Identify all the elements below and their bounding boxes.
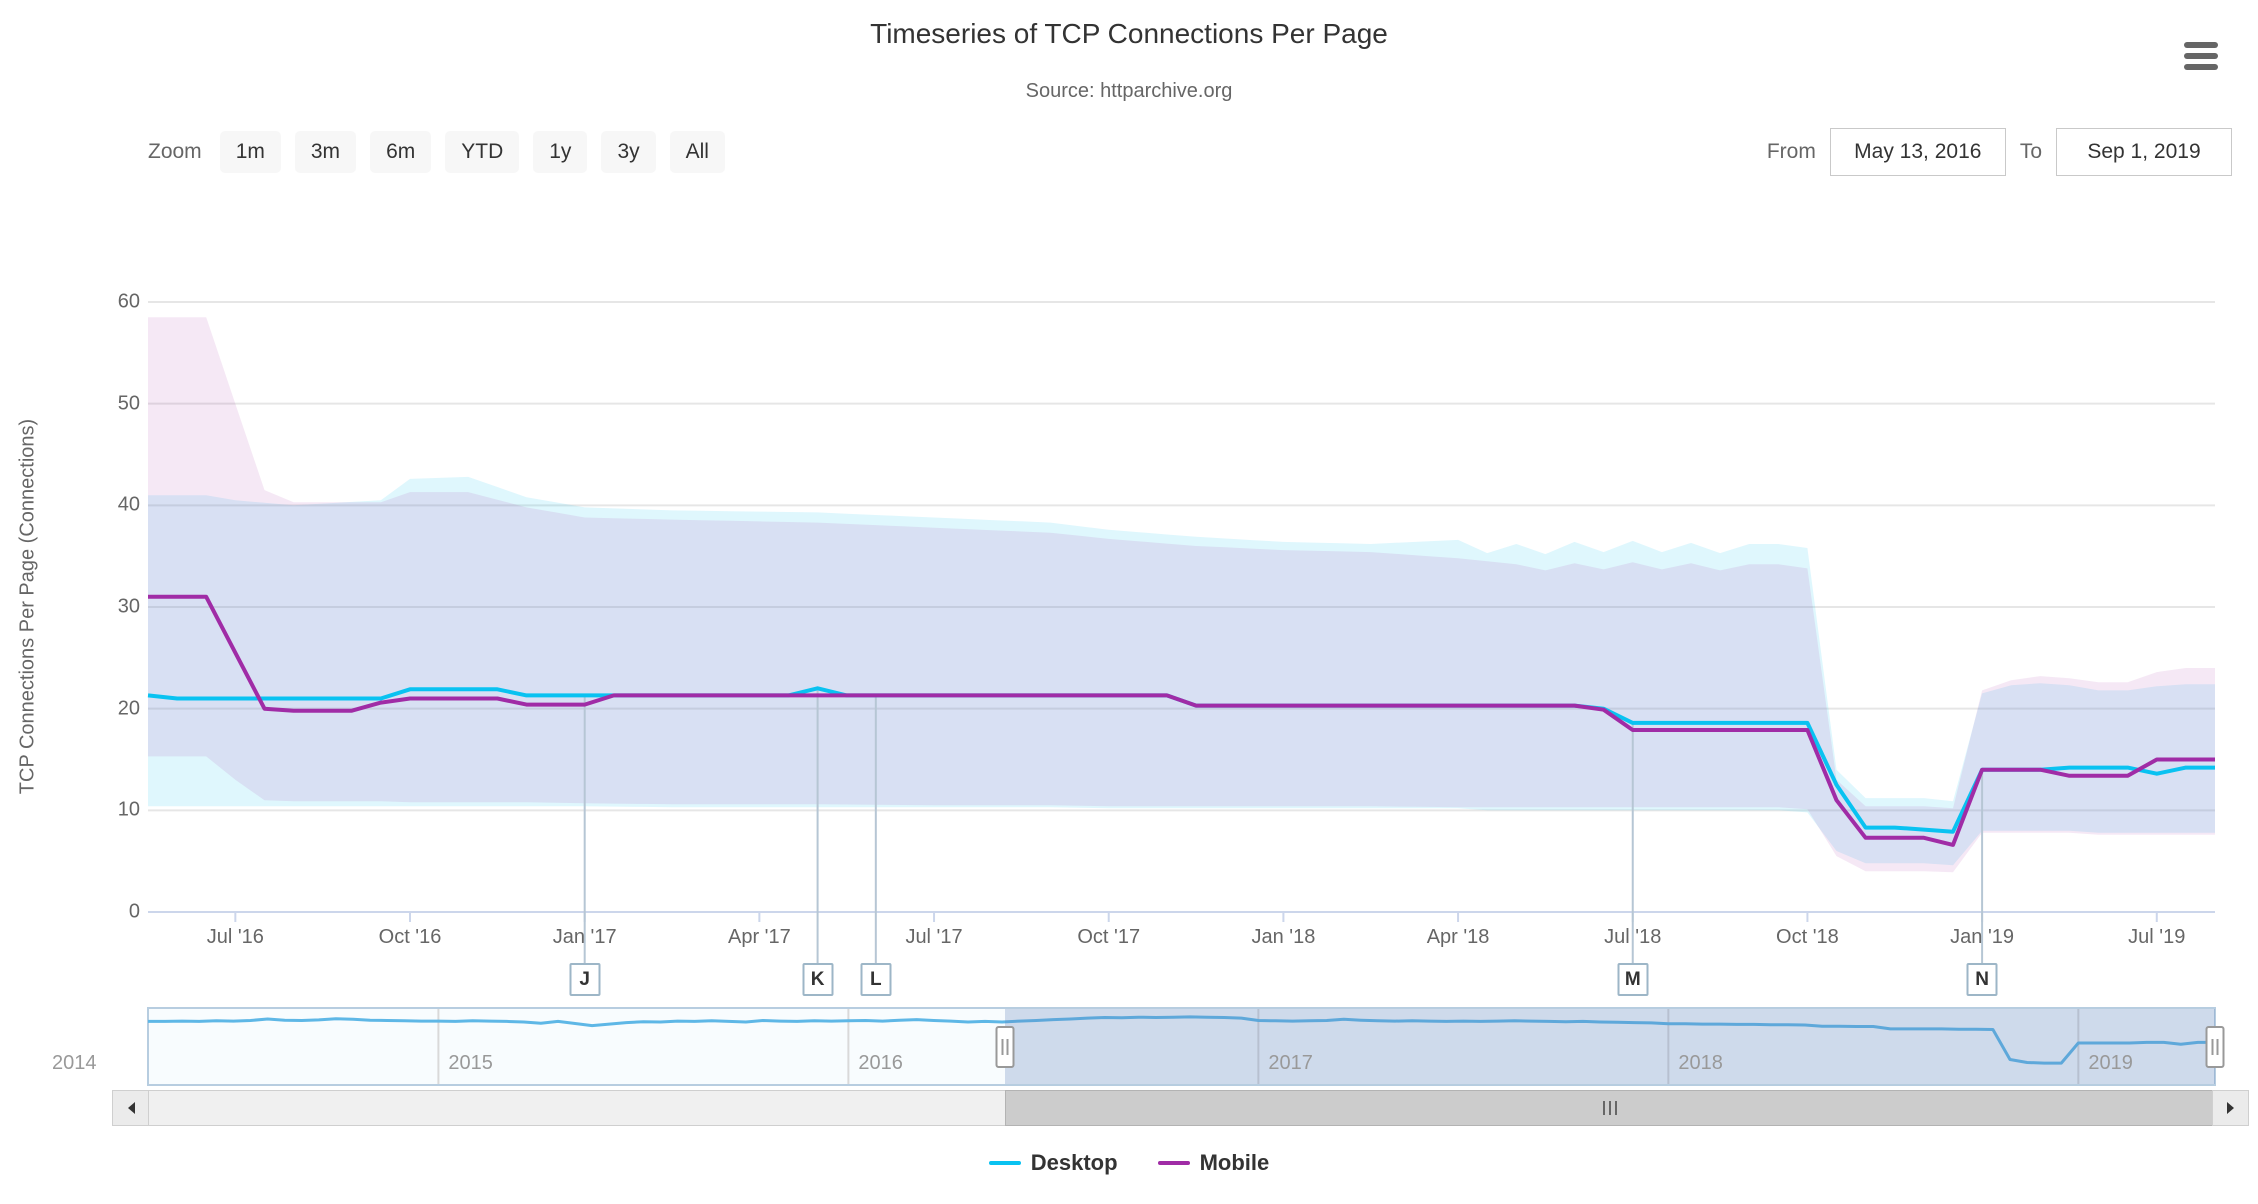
chart-legend: Desktop Mobile xyxy=(0,1150,2258,1176)
x-axis-tick-label: Oct '18 xyxy=(1776,926,1839,948)
date-range-toolbar: From To xyxy=(1767,128,2232,176)
legend-item-desktop[interactable]: Desktop xyxy=(988,1150,1118,1176)
x-axis-tick-label: Apr '17 xyxy=(727,926,791,948)
legend-item-mobile[interactable]: Mobile xyxy=(1157,1150,1270,1176)
y-axis-tick-label: 30 xyxy=(117,595,140,618)
navigator-year-label-2019: 2019 xyxy=(2088,1052,2133,1074)
x-axis-tick-label: Apr '18 xyxy=(1426,926,1490,948)
x-axis-tick-label: Jan '17 xyxy=(552,926,617,948)
zoom-button-1y[interactable]: 1y xyxy=(533,131,588,173)
scrollbar-thumb[interactable] xyxy=(1005,1090,2214,1126)
y-axis-tick-label: 60 xyxy=(117,290,140,313)
y-axis-tick-label: 10 xyxy=(117,798,140,821)
from-date-input[interactable] xyxy=(1829,128,2006,176)
zoom-button-1m[interactable]: 1m xyxy=(219,131,281,173)
from-label: From xyxy=(1766,140,1816,163)
right-arrow-icon xyxy=(2226,1102,2234,1114)
mobile-legend-swatch xyxy=(1157,1161,1190,1165)
desktop-range-band xyxy=(148,476,2215,866)
y-axis-title: TCP Connections Per Page (Connections) xyxy=(16,418,39,795)
y-axis-tick-label: 50 xyxy=(117,392,140,415)
x-axis-tick-label: Jul '19 xyxy=(2128,926,2186,948)
hamburger-bar xyxy=(2184,53,2218,59)
y-axis-tick-label: 20 xyxy=(117,697,140,720)
zoom-label: Zoom xyxy=(148,140,202,163)
zoom-button-3m[interactable]: 3m xyxy=(294,131,357,173)
desktop-legend-swatch xyxy=(988,1161,1021,1165)
y-axis-tick-label: 40 xyxy=(117,493,140,516)
legend-label: Desktop xyxy=(1030,1150,1118,1175)
x-axis-tick-label: Oct '16 xyxy=(378,926,442,948)
x-axis-tick-label: Oct '17 xyxy=(1077,926,1141,948)
x-axis-tick-label: Jul '16 xyxy=(206,926,264,948)
x-axis-tick-label: Jul '18 xyxy=(1604,926,1662,948)
zoom-button-ytd[interactable]: YTD xyxy=(445,131,520,173)
navigator-year-label-2018: 2018 xyxy=(1678,1052,1723,1074)
navigator-series-line xyxy=(148,1015,2215,1065)
scrollbar-left-arrow-button[interactable] xyxy=(112,1090,149,1126)
scrollbar-right-arrow-button[interactable] xyxy=(2212,1090,2249,1126)
mobile-series-line[interactable] xyxy=(148,594,2215,847)
navigator-year-label-2014: 2014 xyxy=(52,1052,97,1074)
zoom-toolbar: Zoom 1m 3m 6m YTD 1y 3y All xyxy=(148,128,725,176)
flag-marker-l[interactable]: L xyxy=(860,963,892,996)
to-date-input[interactable] xyxy=(2056,128,2232,176)
navigator-year-label-2015: 2015 xyxy=(448,1052,493,1074)
y-axis-tick-label: 0 xyxy=(128,900,140,923)
navigator-year-label-2016: 2016 xyxy=(858,1052,903,1074)
zoom-button-3y[interactable]: 3y xyxy=(601,131,656,173)
flag-marker-m[interactable]: M xyxy=(1617,963,1649,996)
zoom-button-6m[interactable]: 6m xyxy=(370,131,432,173)
navigator-right-handle[interactable] xyxy=(2205,1026,2225,1068)
flag-marker-n[interactable]: N xyxy=(1966,963,1998,996)
flag-marker-k[interactable]: K xyxy=(802,963,834,996)
legend-label: Mobile xyxy=(1199,1150,1270,1175)
navigator-selected-mask[interactable] xyxy=(1005,1009,2215,1084)
hamburger-bar xyxy=(2184,64,2218,70)
zoom-buttons-group: 1m 3m 6m YTD 1y 3y All xyxy=(219,131,725,173)
mobile-range-band xyxy=(148,317,2215,873)
left-arrow-icon xyxy=(127,1102,135,1114)
to-label: To xyxy=(2019,140,2042,163)
hamburger-bar xyxy=(2184,42,2218,48)
navigator-year-label-2017: 2017 xyxy=(1268,1052,1313,1074)
navigator-left-handle[interactable] xyxy=(995,1026,1015,1068)
flag-marker-j[interactable]: J xyxy=(569,963,601,996)
chart-title: Timeseries of TCP Connections Per Page xyxy=(870,18,1388,49)
x-axis-tick-label: Jan '18 xyxy=(1251,926,1316,948)
zoom-button-all[interactable]: All xyxy=(669,131,725,173)
hamburger-menu-icon[interactable] xyxy=(2184,42,2218,70)
x-axis-tick-label: Jan '19 xyxy=(1950,926,2015,948)
chart-subtitle: Source: httparchive.org xyxy=(1025,80,1233,102)
x-axis-tick-label: Jul '17 xyxy=(905,926,963,948)
